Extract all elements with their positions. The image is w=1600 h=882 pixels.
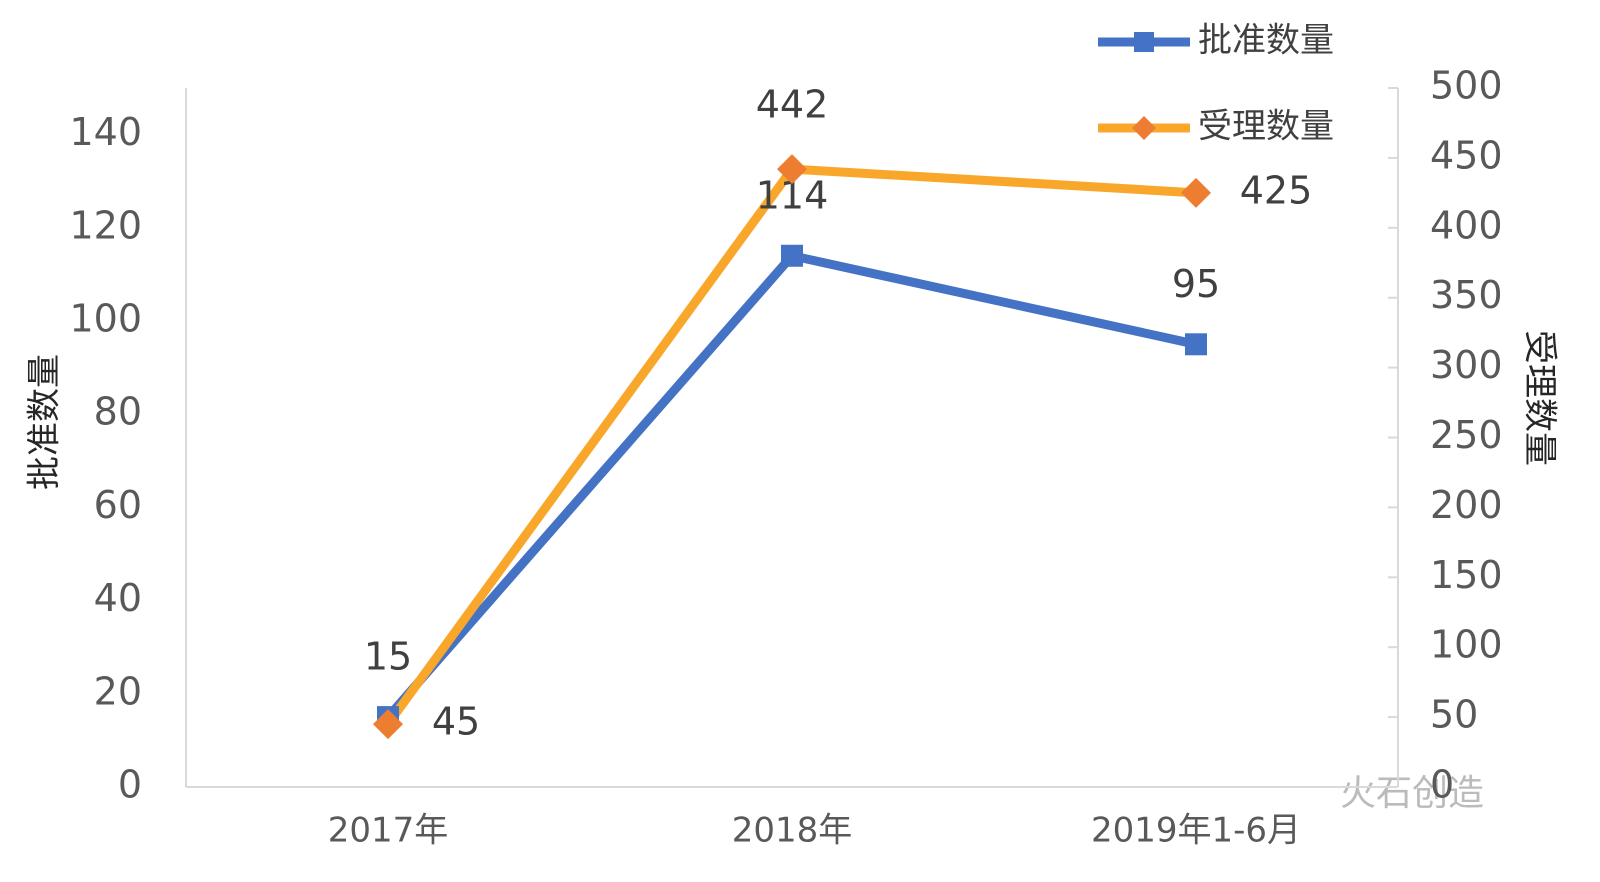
data-label: 425: [1240, 168, 1313, 212]
y2-tick-label: 150: [1430, 553, 1503, 597]
y2-tick-label: 400: [1430, 203, 1503, 247]
marker: [777, 154, 807, 185]
y2-tick-label: 50: [1430, 693, 1478, 737]
y2-tick-label: 300: [1430, 343, 1503, 387]
y-tick-label: 120: [69, 203, 142, 247]
y2-axis-title: 受理数量: [1520, 330, 1560, 466]
y2-tick-label: 200: [1430, 483, 1503, 527]
y2-tick-label: 500: [1430, 64, 1503, 108]
marker: [1181, 177, 1211, 208]
data-label: 15: [364, 635, 412, 679]
y-tick-label: 40: [94, 576, 142, 620]
x-tick-label: 2017年: [328, 811, 449, 851]
y-tick-label: 60: [94, 483, 142, 527]
data-label: 95: [1172, 262, 1220, 306]
y2-tick-label: 450: [1430, 133, 1503, 177]
marker: [373, 709, 403, 740]
data-label: 442: [756, 83, 829, 127]
y2-tick-label: 100: [1430, 623, 1503, 667]
y-tick-label: 100: [69, 297, 142, 341]
legend-marker: [1134, 32, 1154, 52]
y-tick-label: 0: [118, 763, 142, 807]
y-axis-title: 批准数量: [25, 354, 65, 490]
y-tick-label: 80: [94, 390, 142, 434]
y-tick-label: 20: [94, 669, 142, 713]
legend-label: 受理数量: [1198, 107, 1334, 147]
marker: [1185, 333, 1207, 356]
x-tick-label: 2019年1-6月: [1091, 811, 1301, 851]
marker: [781, 244, 803, 267]
y2-tick-label: 250: [1430, 413, 1503, 457]
x-tick-label: 2018年: [732, 811, 853, 851]
y2-tick-label: 0: [1430, 763, 1454, 807]
series-line: [384, 251, 1197, 721]
legend-label: 批准数量: [1198, 21, 1334, 61]
y2-tick-label: 350: [1430, 273, 1503, 317]
y-tick-label: 140: [69, 110, 142, 154]
data-label: 45: [432, 700, 480, 744]
watermark: 火石创造: [1340, 773, 1484, 814]
legend-marker: [1132, 116, 1156, 140]
